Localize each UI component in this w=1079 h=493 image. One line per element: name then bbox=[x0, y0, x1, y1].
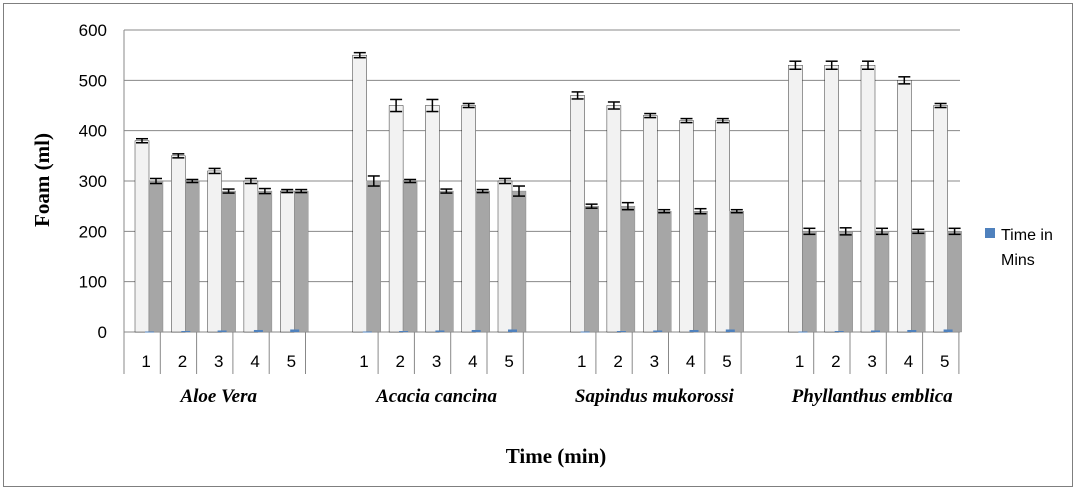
bar-dark bbox=[874, 231, 890, 333]
bar-dark bbox=[475, 190, 490, 333]
bar-light bbox=[570, 95, 585, 333]
y-tick-label: 600 bbox=[79, 21, 107, 40]
x-tick-label: 5 bbox=[722, 352, 731, 371]
y-tick-label: 400 bbox=[79, 122, 107, 141]
bar-dark bbox=[366, 180, 381, 333]
bar-light bbox=[134, 140, 150, 333]
x-tick-label: 2 bbox=[613, 352, 622, 371]
x-tick-label: 3 bbox=[867, 352, 876, 371]
bar-light bbox=[388, 105, 404, 333]
y-tick-label: 200 bbox=[79, 222, 107, 241]
bar-dark bbox=[620, 205, 636, 333]
bar-light bbox=[679, 120, 694, 333]
bar-time-series bbox=[580, 331, 590, 333]
x-tick-label: 1 bbox=[359, 352, 368, 371]
y-axis-title: Foam (ml) bbox=[30, 133, 54, 227]
x-tick-label: 3 bbox=[214, 352, 223, 371]
bar-time-series bbox=[725, 329, 735, 332]
bar-time-series bbox=[653, 330, 663, 332]
group-label: Phyllanthus emblica bbox=[791, 386, 953, 407]
bar-dark bbox=[947, 231, 962, 333]
x-tick-label: 3 bbox=[432, 352, 441, 371]
bar-time-series bbox=[508, 329, 517, 332]
bar-dark bbox=[257, 190, 273, 333]
bar-light bbox=[897, 80, 912, 333]
x-tick-label: 3 bbox=[650, 352, 659, 371]
bar-dark bbox=[584, 205, 599, 333]
bar-light bbox=[643, 115, 658, 333]
x-tick-label: 4 bbox=[468, 352, 477, 371]
bar-time-series bbox=[798, 331, 808, 333]
x-tick-label: 2 bbox=[178, 352, 187, 371]
bar-time-series bbox=[471, 329, 481, 332]
bar-dark bbox=[911, 231, 926, 333]
bar-time-series bbox=[217, 330, 227, 332]
bar-dark bbox=[221, 190, 236, 333]
x-tick-label: 5 bbox=[504, 352, 513, 371]
bar-dark bbox=[838, 231, 853, 333]
bar-light bbox=[425, 105, 440, 333]
bar-dark bbox=[402, 180, 418, 333]
bar-time-series bbox=[181, 330, 191, 332]
bar-time-series bbox=[871, 330, 880, 332]
group-label: Acacia cancina bbox=[375, 386, 497, 407]
bar-time-series bbox=[290, 329, 300, 332]
legend-swatch bbox=[985, 228, 995, 238]
y-tick-label: 0 bbox=[98, 323, 107, 342]
bar-time-series bbox=[362, 331, 372, 333]
bar-time-series bbox=[943, 329, 953, 332]
bar-dark bbox=[511, 190, 527, 333]
bar-light bbox=[497, 180, 513, 333]
bar-light bbox=[352, 54, 367, 333]
bar-dark bbox=[729, 210, 744, 333]
x-tick-label: 1 bbox=[141, 352, 150, 371]
legend-label: Time in Mins bbox=[1001, 227, 1053, 269]
y-tick-label: 300 bbox=[79, 172, 107, 191]
bar-time-series bbox=[616, 330, 626, 332]
bar-light bbox=[461, 105, 476, 333]
bar-light bbox=[860, 65, 876, 333]
bar-dark bbox=[294, 190, 309, 333]
group-label: Sapindus mukorossi bbox=[575, 386, 735, 407]
bar-light bbox=[788, 65, 803, 333]
x-tick-label: 2 bbox=[396, 352, 405, 371]
bar-dark bbox=[439, 190, 454, 333]
bar-light bbox=[280, 190, 295, 333]
bar-time-series bbox=[435, 330, 445, 332]
x-tick-label: 4 bbox=[904, 352, 913, 371]
x-tick-label: 5 bbox=[940, 352, 949, 371]
bar-time-series bbox=[253, 329, 263, 332]
bar-light bbox=[933, 105, 948, 333]
x-tick-label: 1 bbox=[577, 352, 586, 371]
bar-time-series bbox=[689, 329, 699, 332]
bar-light bbox=[715, 120, 730, 333]
bar-light bbox=[171, 155, 186, 333]
bar-dark bbox=[802, 231, 817, 333]
bar-dark bbox=[148, 180, 164, 333]
bar-dark bbox=[657, 210, 672, 333]
bar-time-series bbox=[399, 330, 409, 332]
x-tick-label: 5 bbox=[287, 352, 296, 371]
x-tick-label: 1 bbox=[795, 352, 804, 371]
x-tick-label: 2 bbox=[831, 352, 840, 371]
x-tick-label: 4 bbox=[250, 352, 259, 371]
y-tick-label: 100 bbox=[79, 273, 107, 292]
bar-time-series bbox=[145, 331, 154, 333]
bar-dark bbox=[185, 180, 200, 333]
bar-light bbox=[207, 170, 222, 333]
bar-light bbox=[824, 65, 839, 333]
bar-light bbox=[243, 180, 259, 333]
y-tick-label: 500 bbox=[79, 71, 107, 90]
group-label: Aloe Vera bbox=[179, 386, 257, 407]
x-axis-title: Time (min) bbox=[506, 444, 607, 468]
bar-time-series bbox=[907, 329, 917, 332]
bar-dark bbox=[693, 210, 708, 333]
x-tick-label: 4 bbox=[686, 352, 695, 371]
bar-light bbox=[606, 105, 622, 333]
bar-time-series bbox=[834, 330, 844, 332]
